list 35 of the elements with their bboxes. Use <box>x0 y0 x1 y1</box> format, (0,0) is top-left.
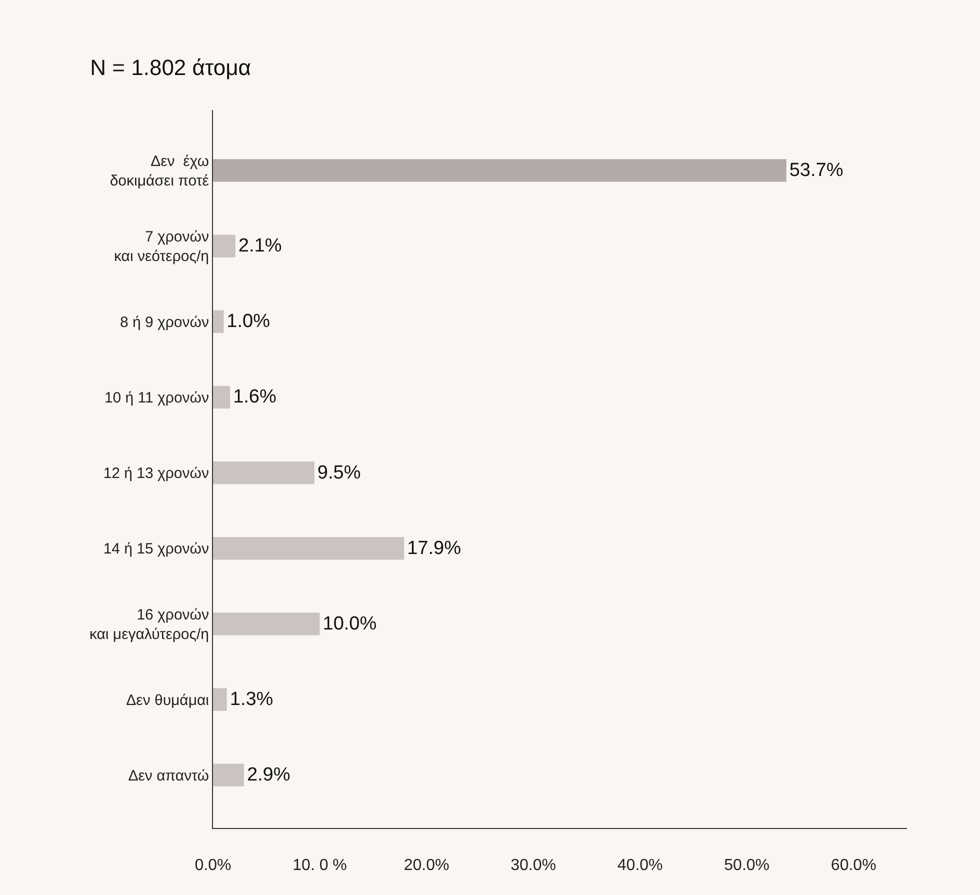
x-tick-label: 60.0% <box>830 857 876 874</box>
bar <box>213 386 230 409</box>
bar <box>213 159 786 182</box>
data-label: 1.0% <box>226 311 270 332</box>
y-tick-label: 8 ή 9 χρονών <box>120 314 209 331</box>
y-tick-label: Δεν θυμάμαι <box>126 692 209 709</box>
data-label: 1.6% <box>233 386 276 408</box>
y-tick-label: 7 χρονών και νεότερος/η <box>114 228 209 266</box>
y-tick-label: 16 χρονών και μεγαλύτερος/η <box>89 606 209 643</box>
y-tick-label: Δεν έχω δοκιμάσει ποτέ <box>110 152 210 190</box>
bar <box>213 537 404 560</box>
data-label: 10.0% <box>322 613 377 634</box>
chart-title: N = 1.802 άτομα <box>90 54 252 80</box>
bar <box>213 234 236 258</box>
data-label: 1.3% <box>230 689 274 710</box>
x-tick-label: 20.0% <box>404 857 450 874</box>
y-tick-label: 12 ή 13 χρονών <box>103 465 209 482</box>
y-tick-label: 10 ή 11 χρονών <box>104 389 209 406</box>
x-tick-label: 30.0% <box>510 857 556 874</box>
data-label: 53.7% <box>789 160 844 181</box>
y-tick-label: 14 ή 15 χρονών <box>103 540 209 558</box>
data-label: 17.9% <box>407 538 462 559</box>
data-label: 2.9% <box>246 764 290 786</box>
bar <box>213 310 224 333</box>
bar <box>213 688 227 711</box>
bar <box>213 612 320 636</box>
data-label: 2.1% <box>238 236 282 257</box>
y-tick-label: Δεν απαντώ <box>128 767 210 784</box>
x-tick-label: 10. 0 % <box>292 857 347 874</box>
bar <box>213 461 314 484</box>
x-tick-label: 50.0% <box>724 857 770 874</box>
bar <box>213 764 244 786</box>
x-tick-label: 0.0% <box>194 857 232 874</box>
data-label: 9.5% <box>317 462 361 484</box>
x-tick-label: 40.0% <box>617 857 663 874</box>
